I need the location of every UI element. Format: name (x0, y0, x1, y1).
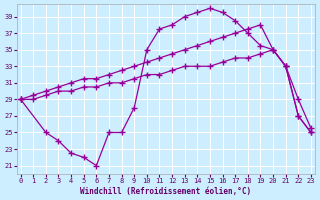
X-axis label: Windchill (Refroidissement éolien,°C): Windchill (Refroidissement éolien,°C) (80, 187, 251, 196)
